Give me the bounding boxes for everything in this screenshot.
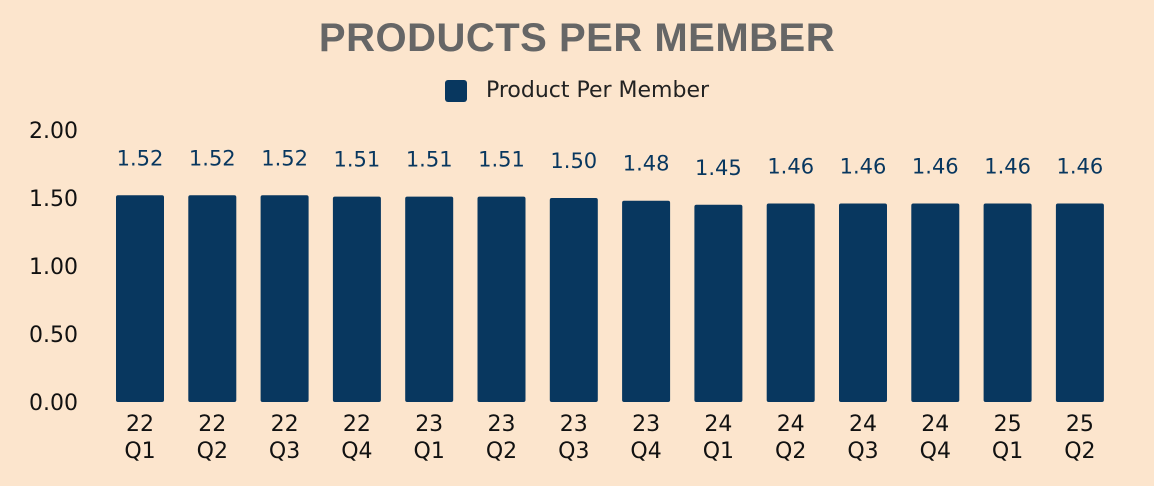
x-tick-label: 23 <box>488 412 516 437</box>
bar <box>549 198 598 402</box>
x-tick-label: Q2 <box>486 439 517 464</box>
x-tick-label: 25 <box>994 412 1022 437</box>
x-tick-label: 23 <box>415 412 443 437</box>
x-tick-label: 23 <box>560 412 588 437</box>
y-tick-label: 0.50 <box>29 323 78 348</box>
x-tick-label: 24 <box>921 412 949 437</box>
x-tick-label: Q3 <box>847 439 878 464</box>
data-label: 1.51 <box>406 148 453 172</box>
x-tick-label: 24 <box>777 412 805 437</box>
x-tick-label: Q4 <box>341 439 372 464</box>
data-label: 1.50 <box>550 149 597 173</box>
bar <box>332 196 381 402</box>
data-label: 1.52 <box>117 146 164 170</box>
x-tick-label: Q4 <box>630 439 661 464</box>
data-label: 1.46 <box>767 154 814 178</box>
x-tick-label: Q2 <box>197 439 228 464</box>
data-label: 1.45 <box>695 156 742 180</box>
data-label: 1.46 <box>840 154 887 178</box>
x-tick-label: 24 <box>849 412 877 437</box>
y-tick-label: 0.00 <box>29 391 78 416</box>
bar <box>694 204 743 402</box>
bar <box>983 203 1032 402</box>
x-tick-label: 24 <box>704 412 732 437</box>
data-label: 1.46 <box>912 154 959 178</box>
chart-title: PRODUCTS PER MEMBER <box>318 16 836 60</box>
x-tick-label: Q1 <box>703 439 734 464</box>
x-tick-label: 23 <box>632 412 660 437</box>
x-tick-label: 25 <box>1066 412 1094 437</box>
data-label: 1.52 <box>261 146 308 170</box>
bar <box>911 203 960 402</box>
legend: Product Per Member <box>0 78 1154 104</box>
x-tick-label: Q2 <box>1064 439 1095 464</box>
legend-label: Product Per Member <box>485 78 710 103</box>
bar <box>116 195 164 402</box>
legend-swatch <box>444 80 467 102</box>
x-tick-label: Q1 <box>414 439 445 464</box>
x-tick-label: Q4 <box>920 439 951 464</box>
bar <box>622 200 671 402</box>
bar <box>1055 203 1104 402</box>
x-tick-label: Q2 <box>775 439 806 464</box>
bar <box>766 203 815 402</box>
bar <box>260 195 309 402</box>
y-tick-label: 1.00 <box>29 255 78 280</box>
x-tick-label: 22 <box>198 412 226 437</box>
x-tick-label: 22 <box>271 412 299 437</box>
bar <box>405 196 454 402</box>
x-tick-label: Q1 <box>124 439 155 464</box>
data-label: 1.48 <box>623 152 670 176</box>
y-tick-label: 1.50 <box>29 187 78 212</box>
bar <box>188 195 237 402</box>
data-label: 1.52 <box>189 146 236 170</box>
bar <box>839 203 887 402</box>
data-label: 1.46 <box>984 154 1031 178</box>
x-tick-label: Q1 <box>992 439 1023 464</box>
x-tick-label: Q3 <box>269 439 300 464</box>
x-tick-label: Q3 <box>558 439 589 464</box>
data-label: 1.51 <box>334 148 381 172</box>
y-tick-label: 2.00 <box>29 119 78 144</box>
data-label: 1.51 <box>478 148 525 172</box>
bar <box>477 196 526 402</box>
data-label: 1.46 <box>1057 154 1104 178</box>
x-tick-label: 22 <box>343 412 371 437</box>
x-tick-label: 22 <box>126 412 154 437</box>
